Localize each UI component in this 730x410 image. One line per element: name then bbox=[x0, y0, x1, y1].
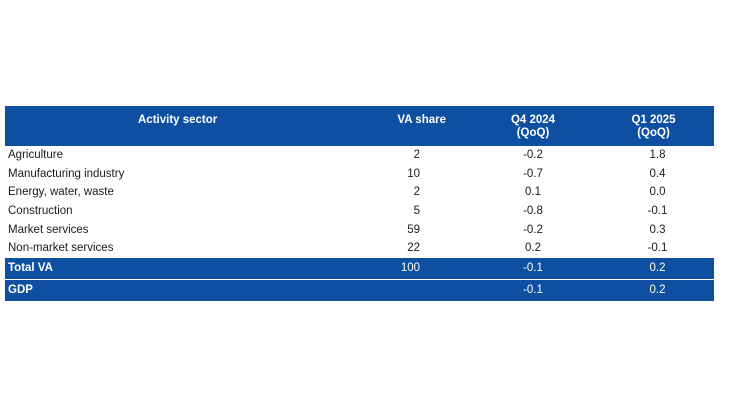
cell-va-share: 5 bbox=[413, 205, 420, 218]
cell-q4-2024: -0.1 bbox=[473, 257, 593, 280]
cell-q4-2024: -0.8 bbox=[523, 205, 543, 218]
cell-q1-2025: -0.1 bbox=[647, 205, 668, 218]
cell-q1-2025: 0.3 bbox=[649, 223, 666, 236]
cell-sector: Total VA bbox=[5, 257, 348, 280]
cell-q1-2025: 0.2 bbox=[593, 279, 714, 301]
cell-q4-2024: 0.1 bbox=[525, 186, 541, 199]
header-q1-2025-title: Q1 2025 bbox=[631, 114, 676, 126]
table-row: Market services 59 -0.2 0.3 bbox=[5, 220, 714, 239]
cell-sector: Manufacturing industry bbox=[8, 167, 125, 180]
header-q1-2025: Q1 2025 (QoQ) bbox=[593, 106, 714, 146]
cell-q1-2025: 0.2 bbox=[593, 257, 714, 280]
table-row: Agriculture 2 -0.2 1.8 bbox=[5, 146, 714, 165]
cell-va-share: 2 bbox=[413, 149, 420, 162]
cell-q1-2025: 0.0 bbox=[649, 186, 666, 199]
header-row: Activity sector VA share Q4 2024 (QoQ) Q1… bbox=[5, 106, 714, 146]
cell-sector: GDP bbox=[5, 279, 348, 301]
cell-q1-2025: 0.4 bbox=[649, 167, 666, 180]
header-q4-2024: Q4 2024 (QoQ) bbox=[473, 106, 593, 146]
header-q4-2024-sub: (QoQ) bbox=[516, 127, 550, 139]
cell-va-share bbox=[348, 279, 473, 301]
table-row: Energy, water, waste 2 0.1 0.0 bbox=[5, 183, 714, 202]
cell-va-share: 10 bbox=[407, 167, 420, 180]
cell-q1-2025: -0.1 bbox=[647, 242, 668, 255]
header-activity-sector: Activity sector bbox=[5, 106, 348, 146]
cell-q4-2024: 0.2 bbox=[525, 242, 541, 255]
table-body: Agriculture 2 -0.2 1.8 Manufacturing ind… bbox=[5, 146, 714, 301]
sector-growth-table: Activity sector VA share Q4 2024 (QoQ) Q1… bbox=[5, 106, 714, 301]
cell-q4-2024: -0.2 bbox=[523, 149, 543, 162]
cell-sector: Agriculture bbox=[8, 149, 63, 162]
cell-sector: Energy, water, waste bbox=[8, 186, 114, 199]
cell-q1-2025: 1.8 bbox=[649, 149, 666, 162]
cell-q4-2024: -0.7 bbox=[523, 167, 543, 180]
total-va-row: Total VA 100 -0.1 0.2 bbox=[5, 257, 714, 280]
cell-va-share: 100 bbox=[348, 257, 473, 280]
cell-va-share: 59 bbox=[407, 223, 420, 236]
table-row: Non-market services 22 0.2 -0.1 bbox=[5, 239, 714, 258]
cell-va-share: 2 bbox=[413, 186, 420, 199]
cell-sector: Market services bbox=[8, 223, 89, 236]
cell-sector: Non-market services bbox=[8, 242, 114, 255]
cell-sector: Construction bbox=[8, 205, 73, 218]
table-row: Manufacturing industry 10 -0.7 0.4 bbox=[5, 165, 714, 184]
table-header: Activity sector VA share Q4 2024 (QoQ) Q1… bbox=[5, 106, 714, 146]
cell-q4-2024: -0.1 bbox=[473, 279, 593, 301]
header-va-share: VA share bbox=[348, 106, 473, 146]
table-row: Construction 5 -0.8 -0.1 bbox=[5, 202, 714, 221]
header-q4-2024-title: Q4 2024 bbox=[510, 114, 556, 126]
header-q1-2025-sub: (QoQ) bbox=[637, 127, 670, 139]
gdp-row: GDP -0.1 0.2 bbox=[5, 279, 714, 301]
cell-va-share: 22 bbox=[407, 242, 420, 255]
cell-q4-2024: -0.2 bbox=[523, 223, 543, 236]
